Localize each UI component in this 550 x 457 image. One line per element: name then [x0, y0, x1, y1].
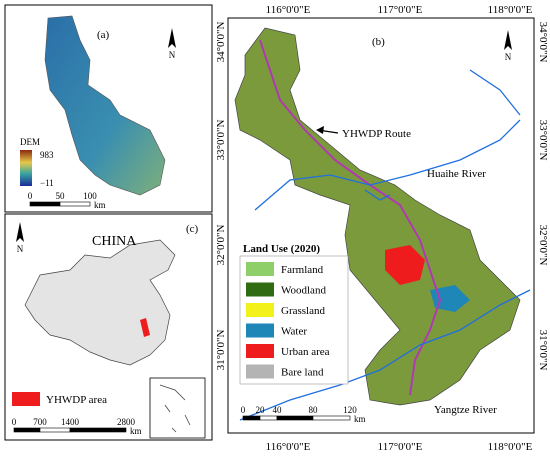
study-area — [140, 318, 150, 337]
china-title: CHINA — [92, 234, 137, 249]
huaihe-river — [254, 69, 521, 211]
legend-label: Farmland — [281, 264, 324, 276]
dem-bar — [20, 150, 32, 186]
lon-label: 117°0'0"E — [378, 4, 423, 16]
scale-segment — [259, 415, 278, 421]
scale-segment — [242, 415, 261, 421]
lat-label: 33°0'0"N — [537, 120, 549, 161]
dem-map — [44, 15, 166, 196]
inset-box — [149, 377, 206, 439]
lat-label: 33°0'0"N — [215, 120, 227, 161]
scale-label: 100 — [83, 191, 97, 201]
lon-label: 117°0'0"E — [378, 441, 423, 453]
lat-label: 34°0'0"N — [215, 22, 227, 63]
lon-label: 118°0'0"E — [488, 441, 533, 453]
scale-label: 0 — [12, 417, 17, 427]
scale-segment — [39, 427, 71, 433]
panel-b-label: (b) — [372, 36, 385, 48]
scale-segment — [276, 415, 314, 421]
lon-label: 118°0'0"E — [488, 4, 533, 16]
dem-min: −11 — [40, 178, 54, 188]
river-label: Huaihe River — [427, 168, 486, 180]
legend-swatch — [246, 344, 274, 358]
lat-label: 31°0'0"N — [215, 330, 227, 371]
north-label: N — [17, 244, 24, 254]
legend-title: Land Use (2020) — [243, 243, 320, 255]
scale-segment — [29, 201, 61, 207]
lake — [430, 285, 470, 312]
legend: Farmland Woodland Grassland Water Urban area… — [239, 255, 349, 385]
scale-label: 0 — [241, 405, 246, 415]
scale-unit: km — [94, 200, 106, 210]
route — [259, 39, 442, 396]
route-arrowhead — [316, 126, 324, 134]
north-arrow — [504, 30, 512, 50]
legend-label: Water — [281, 326, 307, 338]
scale-segment — [69, 427, 127, 433]
legend-label: Grassland — [281, 305, 325, 317]
lat-label: 32°0'0"N — [537, 225, 549, 266]
legend-swatch — [12, 392, 40, 406]
north-label: N — [169, 50, 176, 60]
lat-label: 34°0'0"N — [537, 22, 549, 63]
inset-islands — [159, 384, 191, 433]
legend-label: Bare land — [281, 367, 324, 379]
legend-swatch — [246, 323, 274, 338]
north-arrow — [168, 28, 176, 48]
scale-segment — [312, 415, 351, 421]
china-map — [24, 239, 176, 366]
lon-label: 116°0'0"E — [266, 441, 311, 453]
urban-area — [385, 245, 425, 285]
legend-frame — [239, 255, 349, 385]
scale-label: 700 — [33, 417, 47, 427]
legend-label: YHWDP area — [46, 394, 107, 406]
scale-label: 2800 — [117, 417, 136, 427]
panel-c-label: (c) — [186, 223, 199, 235]
scale-unit: km — [354, 414, 366, 424]
route-label: YHWDP Route — [342, 128, 411, 140]
scale-label: 120 — [343, 405, 357, 415]
scale-label: 40 — [273, 405, 283, 415]
scale-label: 80 — [309, 405, 319, 415]
dem-max: 983 — [40, 150, 54, 160]
legend-swatch — [246, 364, 274, 379]
panel-a-label: (a) — [97, 29, 110, 41]
north-arrow — [16, 222, 24, 242]
scale-unit: km — [130, 426, 142, 436]
scale-segment — [59, 201, 91, 207]
scale-label: 0 — [28, 191, 33, 201]
scale-label: 20 — [256, 405, 266, 415]
dem-title: DEM — [20, 137, 40, 147]
north-label: N — [505, 52, 512, 62]
scale-segment — [13, 427, 41, 433]
scale-label: 50 — [56, 191, 66, 201]
lat-label: 31°0'0"N — [537, 330, 549, 371]
yangtze-river — [239, 289, 531, 421]
legend-label: Urban area — [281, 346, 330, 358]
legend-swatch — [246, 282, 274, 297]
graticule-labels: 116°0'0"E 116°0'0"E 117°0'0"E 117°0'0"E 118°… — [215, 4, 549, 453]
lat-label: 32°0'0"N — [215, 225, 227, 266]
legend-label: Woodland — [281, 285, 326, 297]
legend-swatch — [246, 262, 274, 276]
river-label: Yangtze River — [434, 404, 497, 416]
scale-label: 1400 — [61, 417, 80, 427]
legend-swatch — [246, 303, 274, 317]
lon-label: 116°0'0"E — [266, 4, 311, 16]
